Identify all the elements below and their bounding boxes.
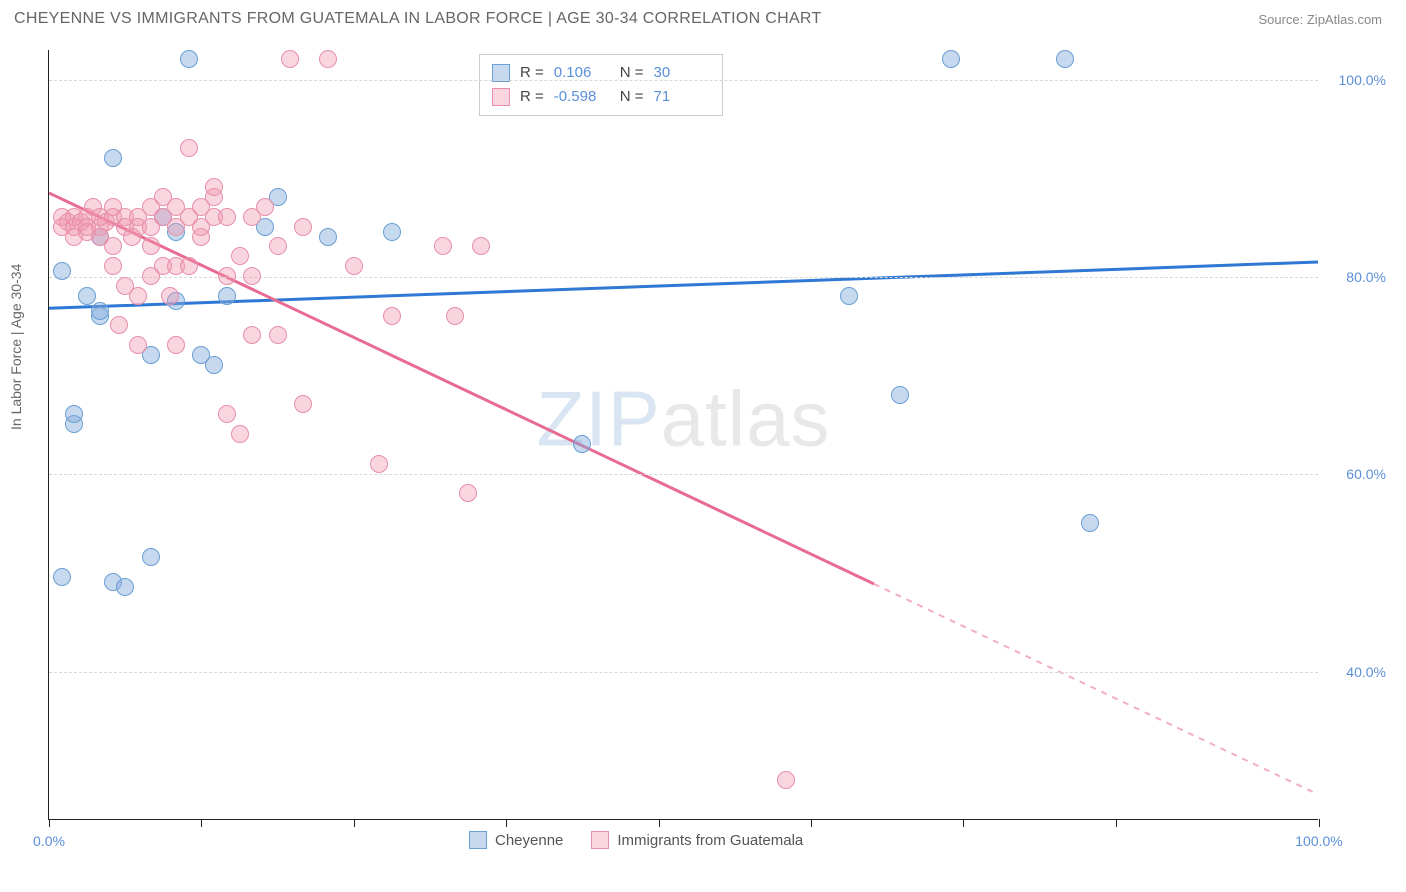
- scatter-point: [243, 267, 261, 285]
- legend-label-guatemala: Immigrants from Guatemala: [617, 832, 803, 849]
- scatter-point: [142, 548, 160, 566]
- scatter-point: [205, 356, 223, 374]
- gridline-h: [49, 80, 1318, 81]
- scatter-point: [104, 149, 122, 167]
- swatch-cheyenne-bottom: [469, 831, 487, 849]
- legend-row-guatemala: R = -0.598 N = 71: [492, 85, 710, 109]
- x-tick: [1116, 819, 1117, 827]
- scatter-point: [53, 262, 71, 280]
- scatter-point: [231, 247, 249, 265]
- x-tick: [963, 819, 964, 827]
- x-tick: [811, 819, 812, 827]
- scatter-point: [777, 771, 795, 789]
- y-tick-label: 40.0%: [1346, 664, 1386, 680]
- watermark-zip: ZIP: [536, 375, 660, 463]
- scatter-point: [180, 257, 198, 275]
- scatter-point: [231, 425, 249, 443]
- scatter-point: [269, 237, 287, 255]
- scatter-point: [180, 139, 198, 157]
- x-tick: [506, 819, 507, 827]
- scatter-point: [434, 237, 452, 255]
- r-label: R =: [520, 61, 544, 85]
- scatter-point: [459, 484, 477, 502]
- scatter-point: [891, 386, 909, 404]
- scatter-point: [472, 237, 490, 255]
- scatter-point: [573, 435, 591, 453]
- scatter-point: [269, 326, 287, 344]
- chart-header: CHEYENNE VS IMMIGRANTS FROM GUATEMALA IN…: [0, 0, 1406, 34]
- n-label: N =: [620, 85, 644, 109]
- scatter-point: [942, 50, 960, 68]
- n-value-guatemala: 71: [654, 85, 710, 109]
- n-label: N =: [620, 61, 644, 85]
- scatter-point: [345, 257, 363, 275]
- scatter-point: [218, 405, 236, 423]
- scatter-point: [91, 302, 109, 320]
- n-value-cheyenne: 30: [654, 61, 710, 85]
- gridline-h: [49, 277, 1318, 278]
- x-tick: [354, 819, 355, 827]
- watermark-atlas: atlas: [661, 375, 831, 463]
- scatter-point: [218, 267, 236, 285]
- scatter-point: [78, 287, 96, 305]
- scatter-point: [319, 228, 337, 246]
- scatter-point: [840, 287, 858, 305]
- r-value-guatemala: -0.598: [554, 85, 610, 109]
- y-tick-label: 80.0%: [1346, 269, 1386, 285]
- scatter-point: [129, 287, 147, 305]
- gridline-h: [49, 672, 1318, 673]
- scatter-point: [180, 50, 198, 68]
- scatter-point: [319, 50, 337, 68]
- x-tick-label: 0.0%: [33, 833, 65, 849]
- r-value-cheyenne: 0.106: [554, 61, 610, 85]
- scatter-point: [256, 198, 274, 216]
- legend-item-cheyenne: Cheyenne: [469, 831, 563, 849]
- x-tick: [201, 819, 202, 827]
- legend-item-guatemala: Immigrants from Guatemala: [591, 831, 803, 849]
- scatter-point: [281, 50, 299, 68]
- x-tick: [659, 819, 660, 827]
- legend-row-cheyenne: R = 0.106 N = 30: [492, 61, 710, 85]
- x-tick: [49, 819, 50, 827]
- scatter-point: [370, 455, 388, 473]
- scatter-point: [65, 405, 83, 423]
- scatter-point: [104, 257, 122, 275]
- scatter-point: [1056, 50, 1074, 68]
- legend-correlation: R = 0.106 N = 30 R = -0.598 N = 71: [479, 54, 723, 116]
- scatter-point: [142, 237, 160, 255]
- scatter-point: [243, 326, 261, 344]
- chart-title: CHEYENNE VS IMMIGRANTS FROM GUATEMALA IN…: [14, 10, 822, 28]
- scatter-point: [161, 287, 179, 305]
- scatter-chart: ZIPatlas R = 0.106 N = 30 R = -0.598 N =…: [48, 50, 1318, 820]
- x-tick-label: 100.0%: [1295, 833, 1342, 849]
- scatter-point: [383, 307, 401, 325]
- scatter-point: [294, 218, 312, 236]
- scatter-point: [446, 307, 464, 325]
- y-tick-label: 100.0%: [1339, 72, 1386, 88]
- scatter-point: [167, 336, 185, 354]
- scatter-point: [383, 223, 401, 241]
- scatter-point: [294, 395, 312, 413]
- x-tick: [1319, 819, 1320, 827]
- scatter-point: [218, 208, 236, 226]
- scatter-point: [53, 568, 71, 586]
- legend-label-cheyenne: Cheyenne: [495, 832, 563, 849]
- swatch-guatemala-bottom: [591, 831, 609, 849]
- legend-series: Cheyenne Immigrants from Guatemala: [469, 831, 803, 849]
- gridline-h: [49, 474, 1318, 475]
- y-tick-label: 60.0%: [1346, 466, 1386, 482]
- scatter-point: [129, 336, 147, 354]
- r-label: R =: [520, 85, 544, 109]
- scatter-point: [116, 578, 134, 596]
- scatter-point: [1081, 514, 1099, 532]
- scatter-point: [110, 316, 128, 334]
- scatter-point: [104, 237, 122, 255]
- swatch-guatemala: [492, 88, 510, 106]
- source-label: Source: ZipAtlas.com: [1258, 12, 1382, 27]
- y-axis-label: In Labor Force | Age 30-34: [8, 264, 24, 430]
- scatter-point: [205, 178, 223, 196]
- scatter-point: [218, 287, 236, 305]
